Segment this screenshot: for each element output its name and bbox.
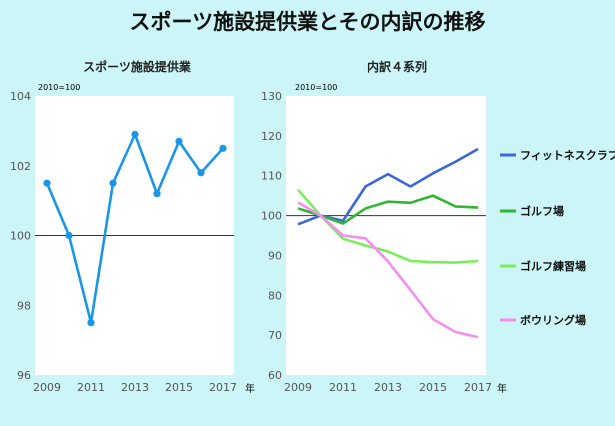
right-x-tick-label: 2017: [464, 381, 492, 394]
left-y-tick-label: 96: [17, 369, 31, 382]
right-x-tick-label: 2013: [374, 381, 402, 394]
right-x-tick-label: 2011: [329, 381, 357, 394]
left-data-point: [197, 169, 205, 177]
left-x-tick-label: 2015: [165, 381, 193, 394]
left-x-tick-label: 2017: [209, 381, 237, 394]
right-y-tick-label: 130: [261, 90, 282, 103]
left-data-point: [65, 231, 73, 240]
right-y-tick-label: 90: [268, 249, 282, 262]
legend-label-0: フィットネスクラブ: [520, 148, 615, 162]
left-data-point: [109, 179, 117, 187]
right-series-line-1: [297, 194, 479, 225]
right-chart-title: 内訳４系列: [366, 60, 427, 74]
left-data-point: [175, 137, 183, 145]
legend-label-1: ゴルフ場: [520, 204, 564, 218]
left-y-tick-label: 102: [10, 160, 31, 173]
right-x-unit-label: 年: [497, 382, 507, 395]
left-data-point: [219, 144, 227, 152]
right-y-tick-label: 110: [261, 170, 282, 183]
right-plot-area: [286, 96, 486, 375]
left-y-tick-label: 98: [17, 299, 31, 312]
right-x-tick-label: 2009: [284, 381, 312, 394]
right-y-tick-label: 100: [261, 210, 282, 223]
left-y-tick-label: 104: [10, 90, 31, 103]
left-data-point: [153, 190, 161, 198]
right-series-line-3: [297, 201, 479, 339]
left-x-tick-label: 2011: [77, 381, 105, 394]
right-x-tick-label: 2015: [419, 381, 447, 394]
page-title: スポーツ施設提供業とその内訳の推移: [129, 10, 486, 34]
left-data-point: [43, 179, 51, 187]
left-x-tick-label: 2013: [121, 381, 149, 394]
left-chart-title: スポーツ施設提供業: [83, 60, 191, 74]
left-data-point: [131, 130, 139, 138]
legend-label-2: ゴルフ練習場: [520, 259, 586, 273]
right-base-note: 2010=100: [295, 83, 338, 92]
right-y-tick-label: 60: [268, 369, 282, 382]
right-y-tick-label: 70: [268, 329, 282, 342]
left-base-note: 2010=100: [38, 83, 81, 92]
left-x-tick-label: 2009: [33, 381, 61, 394]
right-y-tick-label: 80: [268, 289, 282, 302]
left-y-tick-label: 100: [10, 230, 31, 243]
right-y-tick-label: 120: [261, 130, 282, 143]
left-data-point: [87, 319, 95, 327]
left-x-unit-label: 年: [245, 382, 255, 395]
legend-label-3: ボウリング場: [520, 313, 586, 327]
